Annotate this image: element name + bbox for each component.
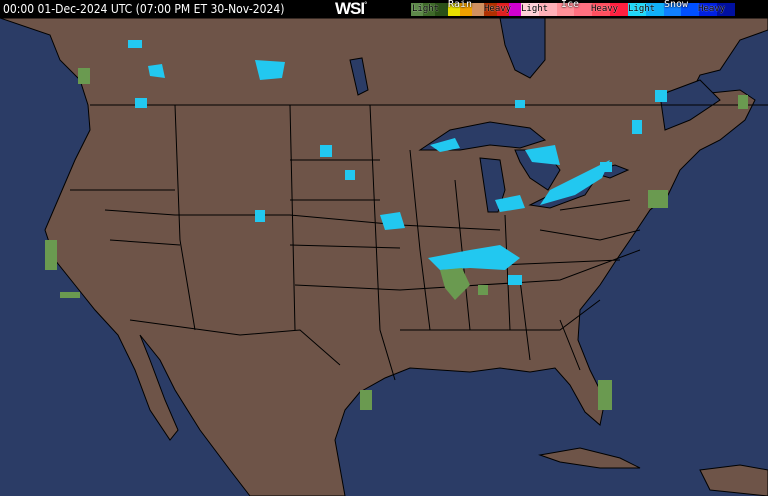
rain-swatch: [411, 3, 424, 16]
ice-swatch: [574, 3, 593, 16]
radar-map: [0, 18, 768, 496]
precip-snow: [128, 40, 667, 285]
ice-heavy-label: Heavy: [591, 4, 619, 14]
snow-title: Snow: [664, 0, 689, 10]
snow-swatch: [663, 3, 682, 16]
rain-swatch: [496, 3, 509, 16]
snow-swatch: [681, 3, 700, 16]
rain-light-label: Light: [412, 4, 440, 14]
rain-title: Rain: [448, 0, 473, 10]
ice-swatch: [538, 3, 557, 16]
rain-swatch: [423, 3, 436, 16]
lake-winnipeg: [349, 57, 369, 96]
precip-rain: [45, 68, 748, 410]
snow-light-label: Light: [628, 4, 656, 14]
rain-swatch: [435, 3, 448, 16]
james-bay: [499, 18, 546, 79]
rain-swatch: [459, 3, 473, 16]
snow-swatch: [717, 3, 735, 16]
snow-swatch: [628, 3, 646, 16]
header-bar: 00:00 01-Dec-2024 UTC (07:00 PM ET 30-No…: [0, 0, 768, 18]
ice-swatch: [521, 3, 539, 16]
rain-swatch: [447, 3, 460, 16]
ice-swatch: [592, 3, 611, 16]
ice-swatch: [556, 3, 575, 16]
snow-swatch: [645, 3, 664, 16]
ice-title: Ice: [561, 0, 580, 10]
lake-michigan: [479, 157, 506, 213]
snow-heavy-label: Heavy: [698, 4, 726, 14]
rain-swatch: [484, 3, 497, 16]
snow-swatch: [699, 3, 718, 16]
land: [0, 18, 768, 496]
rain-heavy-label: Heavy: [484, 4, 512, 14]
rain-swatch: [508, 3, 521, 16]
wsi-logo: WSI°: [335, 0, 367, 18]
rain-swatch: [472, 3, 485, 16]
ice-light-label: Light: [521, 4, 549, 14]
ice-swatch: [610, 3, 628, 16]
timestamp: 00:00 01-Dec-2024 UTC (07:00 PM ET 30-No…: [3, 2, 285, 16]
